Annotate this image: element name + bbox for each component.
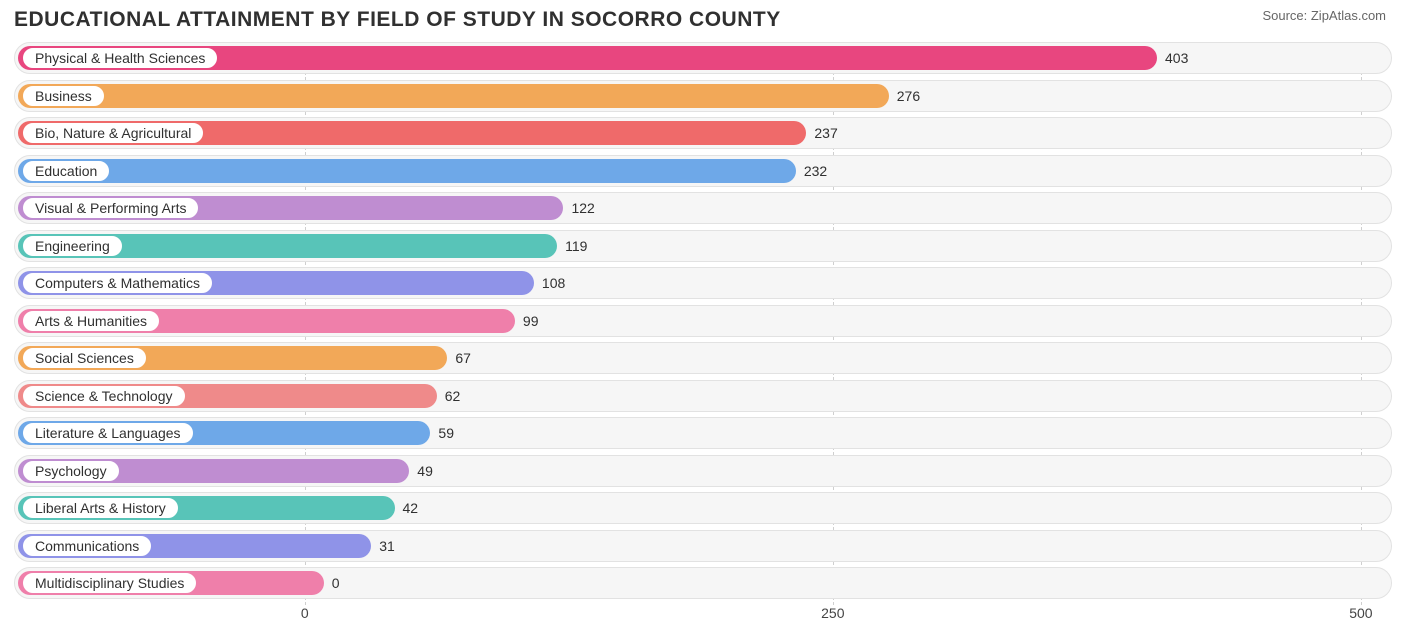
value-label: 67 <box>455 350 471 366</box>
category-badge: Physical & Health Sciences <box>22 47 218 69</box>
bar-fill <box>18 159 796 183</box>
bar-row: Psychology 49 <box>14 455 1392 487</box>
bar-row: Literature & Languages 59 <box>14 417 1392 449</box>
value-label: 403 <box>1165 50 1188 66</box>
category-badge: Liberal Arts & History <box>22 497 179 519</box>
category-badge: Education <box>22 160 110 182</box>
value-label: 42 <box>403 500 419 516</box>
value-label: 49 <box>417 463 433 479</box>
bar-row: Visual & Performing Arts 122 <box>14 192 1392 224</box>
category-badge: Engineering <box>22 235 123 257</box>
bar-row: Arts & Humanities 99 <box>14 305 1392 337</box>
category-badge: Literature & Languages <box>22 422 194 444</box>
bar-row: Engineering 119 <box>14 230 1392 262</box>
category-badge: Science & Technology <box>22 385 186 407</box>
bar-row: Computers & Mathematics 108 <box>14 267 1392 299</box>
bar-row: Liberal Arts & History 42 <box>14 492 1392 524</box>
value-label: 0 <box>332 575 340 591</box>
bar-row: Physical & Health Sciences 403 <box>14 42 1392 74</box>
category-badge: Multidisciplinary Studies <box>22 572 197 594</box>
x-tick: 250 <box>821 605 844 621</box>
value-label: 108 <box>542 275 565 291</box>
chart-area: Physical & Health Sciences 403 Business 276… <box>0 36 1406 633</box>
category-badge: Computers & Mathematics <box>22 272 213 294</box>
bar-row: Multidisciplinary Studies 0 <box>14 567 1392 599</box>
bar-row: Education 232 <box>14 155 1392 187</box>
category-badge: Business <box>22 85 105 107</box>
value-label: 119 <box>565 238 587 254</box>
category-badge: Psychology <box>22 460 120 482</box>
x-tick: 500 <box>1349 605 1372 621</box>
category-badge: Visual & Performing Arts <box>22 197 199 219</box>
x-tick: 0 <box>301 605 309 621</box>
category-badge: Bio, Nature & Agricultural <box>22 122 204 144</box>
chart-header: EDUCATIONAL ATTAINMENT BY FIELD OF STUDY… <box>0 0 1406 36</box>
category-badge: Social Sciences <box>22 347 147 369</box>
bar-row: Communications 31 <box>14 530 1392 562</box>
chart-title: EDUCATIONAL ATTAINMENT BY FIELD OF STUDY… <box>14 8 781 32</box>
category-badge: Arts & Humanities <box>22 310 160 332</box>
value-label: 122 <box>571 200 594 216</box>
value-label: 62 <box>445 388 461 404</box>
bar-row: Bio, Nature & Agricultural 237 <box>14 117 1392 149</box>
x-axis: 0 250 500 <box>14 605 1392 633</box>
bar-row: Social Sciences 67 <box>14 342 1392 374</box>
bar-row: Science & Technology 62 <box>14 380 1392 412</box>
value-label: 232 <box>804 163 827 179</box>
value-label: 31 <box>379 538 395 554</box>
bar-fill <box>18 84 889 108</box>
bars-container: Physical & Health Sciences 403 Business 276… <box>14 42 1392 599</box>
bar-row: Business 276 <box>14 80 1392 112</box>
value-label: 59 <box>438 425 454 441</box>
value-label: 237 <box>814 125 837 141</box>
category-badge: Communications <box>22 535 152 557</box>
value-label: 276 <box>897 88 920 104</box>
value-label: 99 <box>523 313 539 329</box>
chart-source: Source: ZipAtlas.com <box>1262 8 1386 23</box>
